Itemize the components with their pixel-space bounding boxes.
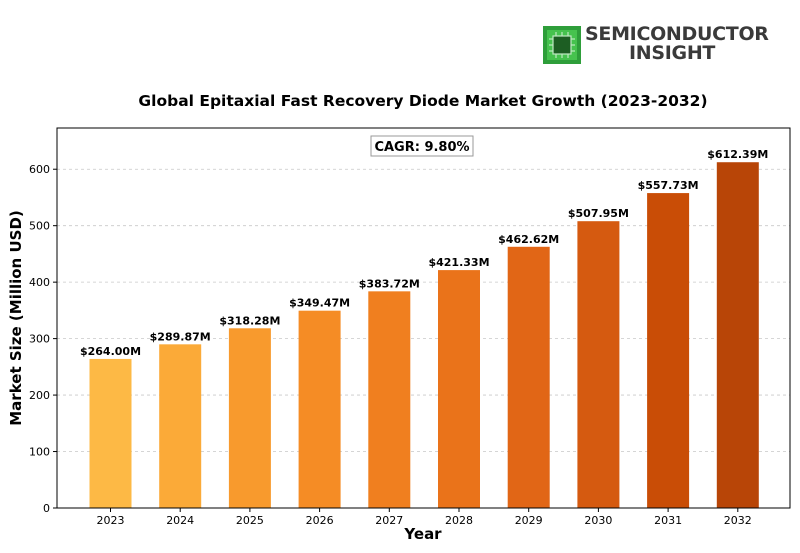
x-tick-label-2028: 2028 [445,514,473,527]
data-label-2023: $264.00M [80,345,141,358]
x-tick-label-2031: 2031 [654,514,682,527]
bar-2026 [298,310,341,508]
x-tick-label-2024: 2024 [166,514,194,527]
chart-title: Global Epitaxial Fast Recovery Diode Mar… [138,92,708,110]
bar-2029 [507,246,550,508]
y-axis-label: Market Size (Million USD) [7,210,25,426]
x-tick-label-2029: 2029 [515,514,543,527]
cagr-annotation: CAGR: 9.80% [370,135,474,157]
chip-icon [543,26,581,64]
data-label-2031: $557.73M [638,179,699,192]
bar-2024 [159,344,202,508]
data-label-2027: $383.72M [359,277,420,290]
y-tick-label: 0 [43,502,50,515]
y-tick-label: 100 [29,446,50,459]
bar-2031 [647,193,690,509]
x-axis-ticks: 2023 2024 2025 2026 2027 2028 2029 2030 2031 2032 [97,508,752,527]
y-tick-label: 500 [29,220,50,233]
bar-2023 [89,358,132,508]
data-label-2032: $612.39M [707,148,768,161]
x-tick-label-2026: 2026 [306,514,334,527]
bar-2028 [438,270,480,508]
bar-2027 [368,291,411,508]
data-label-2024: $289.87M [150,330,211,343]
plot-frame [56,127,791,509]
y-tick-label: 400 [29,276,50,289]
x-axis-label: Year [403,525,442,543]
data-label-2030: $507.95M [568,207,629,220]
data-label-2029: $462.62M [498,233,559,246]
y-tick-label: 200 [29,389,50,402]
x-tick-label-2027: 2027 [375,514,403,527]
logo-text: SEMICONDUCTOR INSIGHT [585,25,769,63]
data-label-2025: $318.28M [219,314,280,327]
cagr-text: CAGR: 9.80% [374,140,469,155]
bar-2025 [228,328,271,508]
data-labels: $264.00M $289.87M $318.28M $349.47M $383.72M… [80,148,768,358]
bar-2030 [577,221,620,508]
y-tick-label: 600 [29,163,50,176]
semiconductor-insight-logo: SEMICONDUCTOR INSIGHT [543,22,773,72]
y-axis-ticks: 0 100 200 300 400 500 600 [29,163,57,515]
logo-line-2: INSIGHT [629,42,716,64]
bar-2032 [716,162,759,508]
data-label-2026: $349.47M [289,297,350,310]
cagr-box [370,135,474,157]
bars [89,162,759,509]
y-tick-label: 300 [29,333,50,346]
logo-line-1: SEMICONDUCTOR [585,23,769,45]
x-tick-label-2030: 2030 [584,514,612,527]
x-tick-label-2032: 2032 [724,514,752,527]
x-tick-label-2023: 2023 [97,514,125,527]
x-tick-label-2025: 2025 [236,514,264,527]
data-label-2028: $421.33M [428,256,489,269]
